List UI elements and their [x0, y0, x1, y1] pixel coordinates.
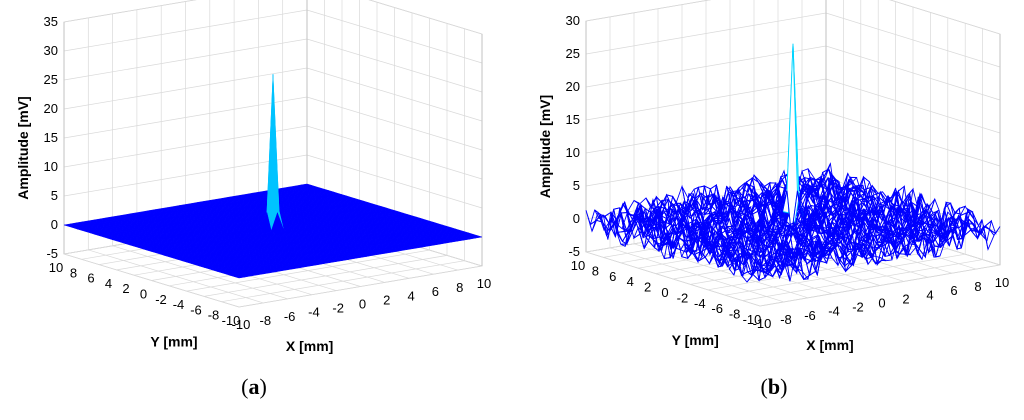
y-tick-label: -2: [155, 292, 167, 307]
x-tick-label: -6: [804, 308, 816, 323]
z-tick-label: 30: [44, 43, 58, 58]
z-tick-label: 0: [51, 217, 58, 232]
y-tick-label: -10: [743, 312, 762, 327]
x-tick-label: 4: [407, 288, 414, 303]
x-tick-label: -6: [284, 309, 296, 324]
surface-mesh: [585, 43, 1001, 283]
z-tick-label: 25: [566, 46, 580, 61]
y-tick-label: 2: [644, 280, 651, 295]
x-tick-label: 6: [950, 283, 957, 298]
z-tick-label: 30: [566, 13, 580, 28]
z-tick-label: 15: [566, 112, 580, 127]
surface-mesh: [63, 74, 483, 279]
z-tick-label: 10: [566, 145, 580, 160]
box-edges: [63, 0, 483, 266]
z-tick-label: -5: [568, 244, 580, 259]
y-tick-label: 4: [627, 274, 634, 289]
y-tick-label: 10: [49, 260, 63, 275]
z-tick-label: 5: [51, 188, 58, 203]
x-tick-label: 10: [995, 275, 1009, 290]
x-tick-label: -10: [753, 316, 772, 331]
y-tick-label: -8: [729, 307, 741, 322]
x-tick-label: -10: [232, 317, 251, 332]
x-tick-label: -8: [260, 313, 272, 328]
y-tick-label: 2: [122, 281, 129, 296]
y-tick-label: 4: [105, 276, 112, 291]
y-tick-label: -4: [694, 296, 706, 311]
y-axis-label: Y [mm]: [150, 333, 197, 349]
x-tick-label: -4: [308, 305, 320, 320]
caption-b: (b): [761, 374, 788, 399]
z-tick-label: 25: [44, 72, 58, 87]
x-tick-label: 2: [383, 292, 390, 307]
y-tick-label: -4: [173, 297, 185, 312]
z-tick-label: 20: [566, 79, 580, 94]
x-axis-label: X [mm]: [286, 338, 333, 354]
x-tick-label: 8: [974, 279, 981, 294]
x-axis-label: X [mm]: [806, 337, 853, 353]
y-tick-label: -2: [677, 290, 689, 305]
y-axis-label: Y [mm]: [672, 332, 719, 348]
x-tick-label: -4: [828, 304, 840, 319]
z-tick-label: 15: [44, 130, 58, 145]
z-axis-label: Amplitude [mV]: [15, 96, 31, 199]
x-tick-label: 0: [359, 297, 366, 312]
z-tick-label: 20: [44, 101, 58, 116]
z-tick-label: -5: [46, 246, 58, 261]
y-tick-label: -8: [208, 308, 220, 323]
x-tick-label: 0: [878, 296, 885, 311]
z-tick-label: 35: [44, 14, 58, 29]
y-tick-label: -10: [222, 313, 241, 328]
y-tick-label: 8: [70, 265, 77, 280]
x-tick-label: 10: [477, 276, 491, 291]
y-tick-label: 6: [87, 271, 94, 286]
y-tick-label: -6: [190, 302, 202, 317]
y-tick-label: 6: [609, 269, 616, 284]
y-tick-label: 8: [592, 263, 599, 278]
x-tick-label: -2: [332, 301, 344, 316]
z-axis-label: Amplitude [mV]: [537, 95, 553, 198]
x-tick-label: -8: [780, 312, 792, 327]
x-tick-label: 8: [456, 280, 463, 295]
z-tick-label: 0: [573, 211, 580, 226]
caption-a: (a): [241, 374, 267, 399]
z-tick-label: 5: [573, 178, 580, 193]
y-tick-label: 0: [661, 285, 668, 300]
y-tick-label: -6: [711, 301, 723, 316]
z-tick-label: 10: [44, 159, 58, 174]
x-tick-label: 2: [902, 291, 909, 306]
y-tick-label: 10: [571, 258, 585, 273]
x-tick-label: -2: [852, 300, 864, 315]
x-tick-label: 6: [432, 284, 439, 299]
x-tick-label: 4: [926, 287, 933, 302]
y-tick-label: 0: [140, 287, 147, 302]
